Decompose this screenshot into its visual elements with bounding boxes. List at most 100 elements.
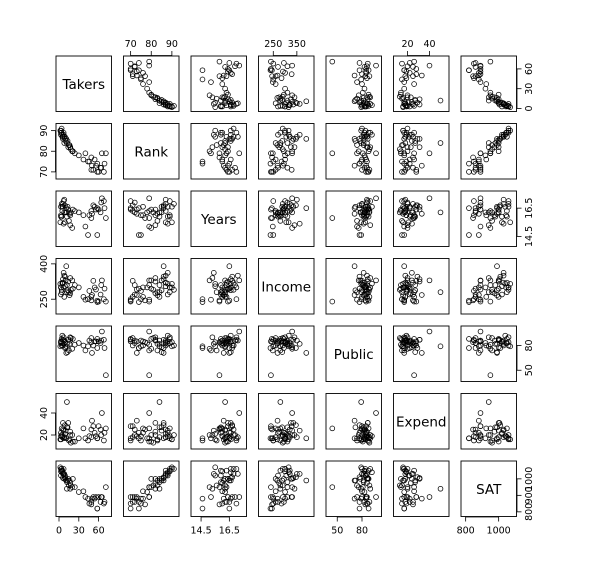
point-rank-vs-takers-45 (80, 156, 87, 163)
point-income-vs-takers-0 (101, 285, 108, 292)
point-sat-vs-years-9 (226, 505, 233, 512)
point-takers-vs-expend-41 (416, 101, 423, 108)
point-expend-vs-sat-47 (485, 399, 492, 405)
point-expend-vs-public-38 (366, 439, 373, 446)
panel-income-income (258, 258, 315, 315)
point-takers-vs-public-34 (367, 94, 374, 101)
point-takers-vs-public-46 (361, 85, 368, 92)
point-rank-vs-expend-42 (403, 129, 410, 136)
point-sat-vs-expend-38 (397, 482, 403, 489)
point-sat-vs-public-39 (365, 467, 372, 474)
point-sat-vs-rank-40 (148, 484, 155, 490)
point-public-vs-expend-47 (437, 343, 444, 350)
point-income-vs-rank-38 (150, 287, 157, 293)
point-years-vs-takers-4 (89, 211, 95, 217)
point-expend-vs-public-46 (361, 435, 368, 442)
point-takers-vs-sat-46 (482, 85, 489, 92)
point-rank-vs-expend-32 (408, 144, 414, 150)
point-income-vs-sat-1 (472, 291, 479, 298)
point-public-vs-income-39 (277, 336, 284, 342)
point-sat-vs-rank-7 (131, 494, 138, 500)
point-sat-vs-takers-45 (80, 488, 87, 495)
point-income-vs-years-10 (233, 296, 240, 302)
point-rank-vs-sat-42 (503, 129, 509, 136)
point-rank-vs-income-46 (282, 152, 288, 159)
point-rank-vs-years-37 (211, 131, 217, 138)
point-sat-vs-rank-30 (160, 477, 167, 484)
point-sat-vs-years-20 (227, 466, 234, 472)
point-takers-vs-income-1 (275, 64, 281, 70)
point-takers-vs-income-14 (270, 79, 276, 85)
point-public-vs-rank-10 (127, 336, 134, 343)
panel-rank-income (258, 123, 315, 180)
point-income-vs-years-37 (211, 270, 217, 276)
point-takers-vs-rank-11 (142, 73, 148, 79)
point-public-vs-income-46 (282, 340, 288, 346)
point-years-vs-expend-47 (437, 209, 444, 216)
point-takers-vs-sat-43 (500, 100, 507, 106)
point-sat-vs-rank-10 (127, 500, 134, 507)
point-public-vs-income-24 (289, 344, 295, 350)
point-years-vs-income-41 (290, 203, 297, 210)
point-expend-vs-sat-30 (494, 435, 500, 442)
point-rank-vs-expend-29 (400, 142, 406, 148)
point-rank-vs-expend-49 (426, 150, 433, 157)
point-years-vs-takers-11 (88, 215, 95, 221)
point-rank-vs-years-13 (199, 158, 206, 165)
point-expend-vs-sat-31 (494, 424, 500, 431)
point-sat-vs-takers-33 (70, 476, 76, 482)
point-public-vs-expend-39 (411, 336, 417, 342)
point-years-vs-income-45 (272, 212, 279, 218)
point-rank-vs-expend-47 (437, 140, 444, 146)
point-income-vs-years-21 (230, 287, 237, 293)
point-years-vs-income-35 (285, 219, 292, 226)
point-takers-vs-rank-4 (134, 72, 140, 79)
point-sat-vs-years-25 (218, 479, 224, 485)
point-public-vs-years-18 (233, 334, 240, 341)
point-sat-vs-income-35 (285, 464, 292, 471)
panel-income-expend (393, 258, 450, 315)
point-income-vs-sat-23 (500, 279, 507, 286)
point-expend-vs-rank-48 (146, 425, 152, 432)
point-sat-vs-rank-5 (140, 495, 146, 502)
point-years-vs-takers-1 (97, 209, 104, 216)
point-expend-vs-years-48 (216, 425, 223, 432)
point-sat-vs-rank-12 (127, 494, 134, 500)
point-years-vs-public-14 (354, 223, 360, 230)
point-takers-vs-public-19 (369, 102, 375, 108)
point-income-vs-expend-11 (410, 297, 416, 304)
point-income-vs-public-48 (329, 298, 336, 305)
point-years-vs-public-34 (367, 222, 374, 228)
point-public-vs-rank-49 (146, 328, 152, 335)
point-public-vs-rank-38 (150, 335, 157, 341)
point-sat-vs-years-34 (209, 485, 216, 492)
point-years-vs-expend-32 (408, 212, 414, 218)
point-expend-vs-income-29 (274, 436, 281, 443)
point-public-vs-years-41 (227, 336, 234, 343)
point-takers-vs-rank-48 (146, 58, 152, 65)
point-years-vs-public-48 (329, 215, 336, 221)
point-years-vs-sat-27 (489, 218, 495, 224)
point-public-vs-years-40 (206, 346, 213, 352)
point-expend-vs-years-4 (220, 417, 227, 424)
point-expend-vs-years-0 (226, 430, 233, 436)
point-expend-vs-income-22 (275, 430, 281, 436)
point-rank-vs-takers-43 (61, 134, 68, 140)
point-public-vs-income-49 (289, 328, 295, 335)
point-public-vs-takers-0 (101, 345, 108, 351)
point-rank-vs-years-43 (235, 134, 241, 140)
point-sat-vs-years-38 (222, 482, 228, 489)
point-sat-vs-public-14 (354, 494, 360, 500)
point-sat-vs-years-42 (219, 468, 226, 475)
point-takers-vs-years-7 (232, 63, 238, 70)
point-takers-vs-sat-44 (487, 89, 494, 96)
point-years-vs-sat-46 (482, 209, 489, 216)
point-income-vs-rank-7 (131, 282, 138, 288)
point-takers-vs-expend-48 (411, 58, 417, 65)
point-public-vs-sat-41 (496, 336, 503, 343)
point-years-vs-takers-0 (101, 205, 108, 211)
point-takers-vs-sat-11 (470, 73, 476, 79)
point-rank-vs-public-48 (329, 150, 336, 157)
tick-label-bottom-takers-0: 0 (56, 526, 62, 537)
point-sat-vs-years-49 (236, 494, 243, 500)
